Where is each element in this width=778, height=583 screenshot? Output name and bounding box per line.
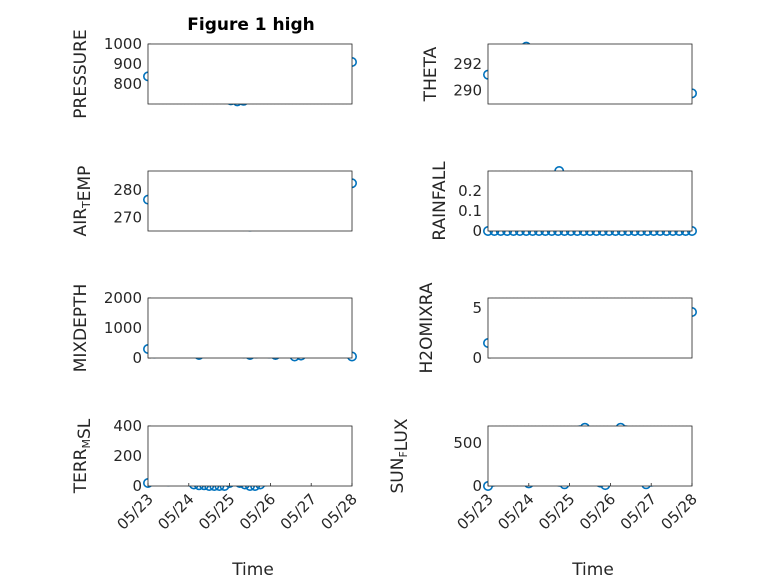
y-tick-label: 0: [472, 477, 482, 495]
axes-frame: [487, 297, 693, 359]
y-tick-label: 2000: [104, 289, 142, 307]
axes-frame: [147, 297, 353, 359]
subplot-5: 0 1000 2000 MIXDEPTH: [71, 284, 357, 373]
y-tick-label: 5: [472, 299, 482, 317]
y-tick-label: 0.1: [458, 202, 482, 220]
y-tick-label: 0: [472, 349, 482, 367]
y-tick-label: 270: [113, 208, 142, 226]
y-axis-label: H2OMIXRA: [417, 282, 437, 373]
y-tick-label: 290: [453, 82, 482, 100]
y-axis-label: PRESSURE: [71, 29, 91, 118]
y-tick-label: 800: [113, 75, 142, 93]
x-tick-label: 05/24: [154, 490, 197, 533]
x-tick-label: 05/24: [494, 490, 537, 533]
x-tick-label: 05/23: [114, 490, 157, 533]
y-tick-label: 900: [113, 55, 142, 73]
y-tick-label: 0.2: [458, 182, 482, 200]
subplot-2: 290 292 THETA: [421, 41, 697, 105]
y-tick-label: 1000: [104, 319, 142, 337]
x-axis-label: Time: [231, 560, 274, 580]
subplot-6: 0 5 H2OMIXRA: [417, 282, 697, 374]
x-tick-label: 05/28: [318, 490, 361, 533]
axes-frame: [487, 170, 693, 232]
axes-frame: [147, 425, 353, 487]
y-tick-label: 400: [113, 417, 142, 435]
x-tick-label: 05/28: [658, 490, 701, 533]
x-axis-label: Time: [571, 560, 614, 580]
y-tick-label: 200: [113, 447, 142, 465]
y-tick-label: 0: [132, 349, 142, 367]
x-tick-label: 05/25: [535, 490, 578, 533]
x-tick-label: 05/23: [454, 490, 497, 533]
y-tick-label: 0: [132, 477, 142, 495]
axes-frame: [487, 43, 693, 105]
y-tick-label: 292: [453, 55, 482, 73]
figure-title: Figure 1 high: [187, 15, 315, 35]
y-axis-label: MIXDEPTH: [71, 284, 91, 373]
x-tick-label: 05/25: [195, 490, 238, 533]
y-axis-label: THETA: [421, 46, 441, 102]
axes-frame: [147, 170, 353, 232]
y-tick-label: 280: [113, 181, 142, 199]
y-tick-label: 1000: [104, 35, 142, 53]
x-tick-label: 05/26: [576, 490, 619, 533]
axes-frame: [147, 43, 353, 105]
x-tick-label: 05/27: [617, 490, 660, 533]
subplot-1: 800 900 1000 PRESSURE: [71, 29, 357, 119]
y-axis-label: SUNFLUX: [388, 418, 412, 493]
subplot-3: 270 280 AIRTEMP: [71, 166, 357, 237]
x-tick-label: 05/27: [277, 490, 320, 533]
y-axis-label: RAINFALL: [430, 161, 450, 241]
y-axis-label: TERRMSL: [71, 418, 95, 494]
x-tick-label: 05/26: [236, 490, 279, 533]
y-tick-label: 500: [453, 434, 482, 452]
axes-frame: [487, 425, 693, 487]
subplot-4: 0 0.1 0.2 RAINFALL: [430, 161, 697, 241]
y-tick-label: 0: [472, 222, 482, 240]
y-axis-label: AIRTEMP: [71, 166, 95, 237]
